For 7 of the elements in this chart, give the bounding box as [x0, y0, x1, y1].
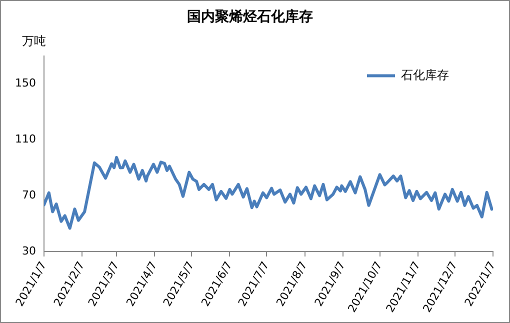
y-tick-label: 150: [14, 76, 36, 90]
y-axis-title: 万吨: [22, 34, 46, 48]
y-tick-label: 70: [22, 188, 36, 202]
y-tick-label: 110: [14, 132, 36, 146]
y-tick-label: 30: [22, 244, 36, 258]
legend-label: 石化库存: [401, 68, 449, 82]
chart-title: 国内聚烯烃石化库存: [187, 8, 313, 26]
